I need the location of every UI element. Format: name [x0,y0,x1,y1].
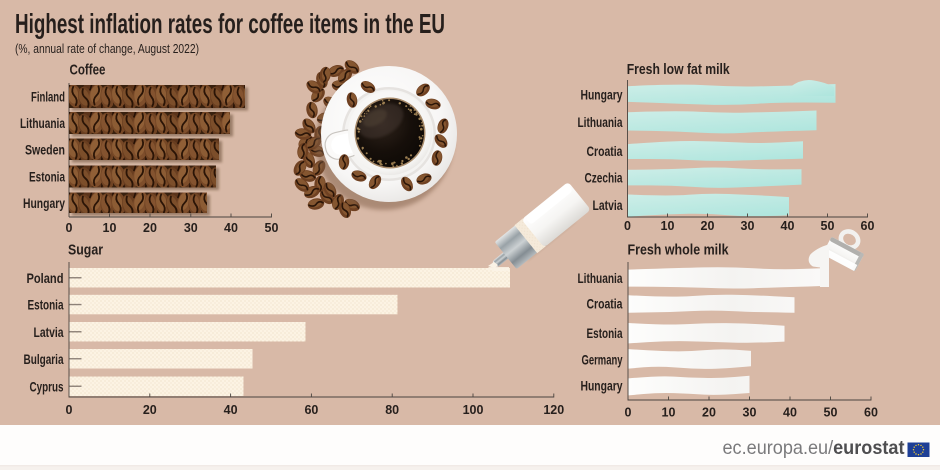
svg-text:30: 30 [741,219,755,233]
svg-text:Hungary: Hungary [23,196,65,211]
svg-text:20: 20 [143,403,157,417]
svg-text:50: 50 [265,221,279,235]
svg-text:Estonia: Estonia [587,326,623,341]
svg-text:50: 50 [824,406,838,420]
svg-text:Lithuania: Lithuania [578,271,623,286]
svg-text:30: 30 [184,221,198,235]
svg-text:Czechia: Czechia [585,171,623,186]
svg-text:ec.europa.eu/eurostat: ec.europa.eu/eurostat [723,437,905,459]
svg-text:Fresh low fat milk: Fresh low fat milk [627,62,731,78]
svg-text:Estonia: Estonia [29,170,65,185]
svg-text:40: 40 [783,406,797,420]
svg-text:Cyprus: Cyprus [30,379,64,394]
svg-text:Fresh whole milk: Fresh whole milk [628,243,730,259]
svg-text:Hungary: Hungary [581,379,623,394]
svg-text:Croatia: Croatia [587,144,623,159]
svg-text:Lithuania: Lithuania [20,116,65,131]
svg-text:Sweden: Sweden [25,142,65,157]
svg-text:10: 10 [661,219,675,233]
svg-text:30: 30 [743,406,757,420]
svg-text:Croatia: Croatia [587,297,623,312]
svg-text:10: 10 [103,221,117,235]
svg-text:Coffee: Coffee [70,63,106,79]
svg-text:60: 60 [864,406,878,420]
svg-text:Finland: Finland [31,90,65,105]
svg-text:80: 80 [385,403,399,417]
svg-text:Germany: Germany [582,352,623,367]
svg-text:0: 0 [624,219,631,233]
svg-text:Sugar: Sugar [68,243,103,259]
svg-text:50: 50 [821,219,835,233]
svg-text:Poland: Poland [27,271,64,286]
svg-text:120: 120 [543,403,564,417]
svg-text:20: 20 [702,406,716,420]
svg-text:0: 0 [66,403,73,417]
svg-text:Estonia: Estonia [28,298,64,313]
svg-text:10: 10 [662,406,676,420]
svg-text:60: 60 [304,403,318,417]
svg-text:40: 40 [224,403,238,417]
svg-text:Bulgaria: Bulgaria [24,352,64,367]
svg-text:(%, annual rate of change, Aug: (%, annual rate of change, August 2022) [15,41,199,56]
svg-text:100: 100 [463,403,484,417]
svg-text:Latvia: Latvia [593,198,623,213]
svg-text:40: 40 [781,219,795,233]
svg-text:20: 20 [701,219,715,233]
svg-text:60: 60 [861,219,875,233]
svg-text:Latvia: Latvia [34,325,64,340]
svg-text:20: 20 [143,221,157,235]
svg-text:0: 0 [66,221,73,235]
svg-text:Highest inflation rates for co: Highest inflation rates for coffee items… [15,8,445,39]
svg-text:0: 0 [625,406,632,420]
svg-text:40: 40 [224,221,238,235]
svg-text:Hungary: Hungary [581,88,623,103]
svg-text:Lithuania: Lithuania [578,115,623,130]
